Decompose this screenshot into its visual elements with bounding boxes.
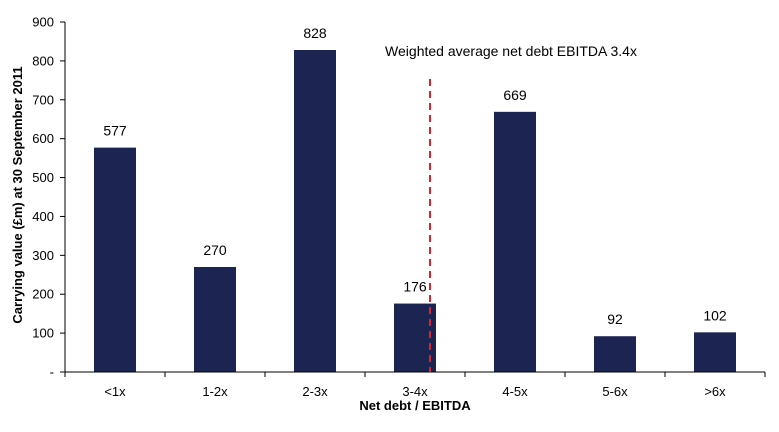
bar <box>694 332 736 372</box>
x-tick-label: <1x <box>104 384 126 399</box>
data-label: 176 <box>403 279 427 295</box>
y-tick-label: - <box>50 365 54 380</box>
data-label: 102 <box>703 307 727 323</box>
y-axis-title: Carrying value (£m) at 30 September 2011 <box>10 66 25 323</box>
data-label: 577 <box>103 123 127 139</box>
x-ticks-group: <1x 1-2x 2-3x 3-4x 4-5x 5-6x >6x <box>64 372 766 399</box>
bars-group <box>94 50 736 372</box>
bar <box>494 111 536 372</box>
x-tick-label: 5-6x <box>602 384 628 399</box>
y-ticks-group: - 100 200 300 400 500 600 700 800 900 <box>32 15 65 380</box>
x-axis-title: Net debt / EBITDA <box>359 398 471 413</box>
y-tick-label: 700 <box>32 92 54 107</box>
data-label: 669 <box>503 87 527 103</box>
y-tick-label: 100 <box>32 326 54 341</box>
x-tick-label: 1-2x <box>202 384 228 399</box>
x-tick-label: 3-4x <box>402 384 428 399</box>
data-label: 828 <box>303 25 327 41</box>
x-tick-label: >6x <box>704 384 726 399</box>
x-tick-label: 2-3x <box>302 384 328 399</box>
y-tick-label: 300 <box>32 248 54 263</box>
y-tick-label: 800 <box>32 53 54 68</box>
y-tick-label: 600 <box>32 131 54 146</box>
data-labels-group: 577 270 828 176 669 92 102 <box>103 25 727 327</box>
bar <box>94 147 136 372</box>
y-tick-label: 500 <box>32 170 54 185</box>
x-tick-label: 4-5x <box>502 384 528 399</box>
bar <box>294 50 336 372</box>
bar <box>594 336 636 372</box>
y-tick-label: 200 <box>32 287 54 302</box>
axes-group <box>64 22 765 373</box>
bar <box>194 267 236 372</box>
y-tick-label: 900 <box>32 15 54 30</box>
weighted-average-annotation: Weighted average net debt EBITDA 3.4x <box>385 43 637 59</box>
data-label: 92 <box>607 311 623 327</box>
data-label: 270 <box>203 242 227 258</box>
y-tick-label: 400 <box>32 209 54 224</box>
